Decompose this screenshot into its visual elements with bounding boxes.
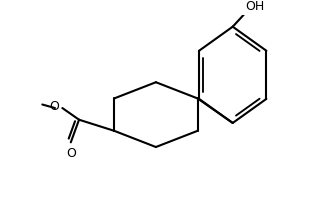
Text: O: O bbox=[66, 147, 76, 160]
Text: O: O bbox=[50, 100, 59, 113]
Text: OH: OH bbox=[245, 0, 264, 13]
